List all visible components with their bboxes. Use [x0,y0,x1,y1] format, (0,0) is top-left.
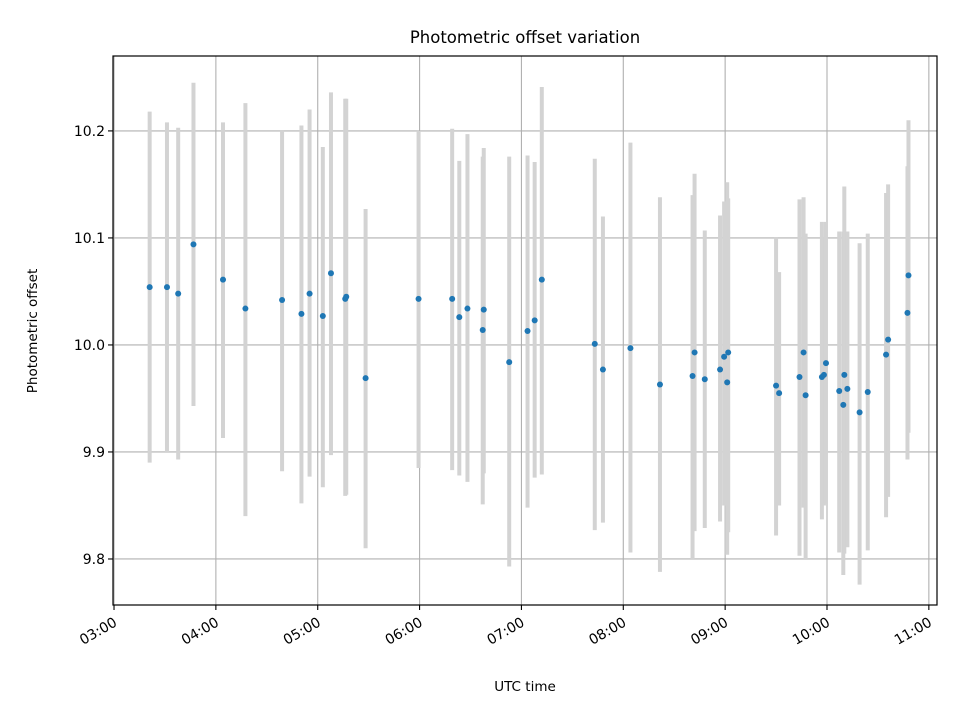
point-layer [146,241,912,416]
data-point [802,392,809,399]
data-point [725,349,732,356]
data-point [883,351,890,358]
y-tick-layer: 9.8 9.9 10.0 10.1 10.2 [74,124,113,568]
data-point [531,317,538,324]
data-point [656,381,663,388]
y-tick-label: 9.8 [83,552,105,568]
data-point [840,401,847,408]
data-point [415,295,422,302]
data-point [362,375,369,382]
data-point [599,366,606,373]
data-point [691,349,698,356]
data-point [724,379,731,386]
data-point [841,371,848,378]
data-point [298,310,305,317]
data-point [905,272,912,279]
data-point [464,305,471,312]
chart-title: Photometric offset variation [410,28,640,47]
data-point [864,389,871,396]
y-tick-label: 9.9 [83,445,105,461]
data-point [506,359,513,366]
data-point [773,382,780,389]
data-point [327,270,334,277]
plot-area-frame [112,55,938,606]
data-point [242,305,249,312]
data-point [800,349,807,356]
data-point [449,295,456,302]
data-point [776,390,783,397]
data-point [689,372,696,379]
data-point [343,293,350,300]
data-point [796,374,803,381]
y-axis-label: Photometric offset [25,269,41,393]
data-point [220,276,227,283]
data-point [856,409,863,416]
data-point [306,290,313,297]
y-tick-label: 10.0 [74,338,105,354]
data-point [844,385,851,392]
data-point [721,353,728,360]
data-point [319,313,326,320]
data-point [524,328,531,335]
data-point [480,306,487,313]
data-point [190,241,197,248]
y-tick-label: 10.1 [74,231,105,247]
data-point [822,360,829,367]
data-point [627,345,634,352]
data-point [717,366,724,373]
data-point [146,284,153,291]
data-point [279,297,286,303]
data-point [836,387,843,394]
data-point [163,284,170,291]
data-point [701,376,708,383]
data-point [820,371,827,378]
x-axis-label: UTC time [494,679,556,695]
data-point [456,314,463,321]
data-point [175,290,182,297]
data-point [885,336,892,343]
data-point [538,276,545,283]
data-point [904,309,911,316]
data-point [479,326,486,333]
y-tick-label: 10.2 [74,124,105,140]
data-point [591,340,598,347]
